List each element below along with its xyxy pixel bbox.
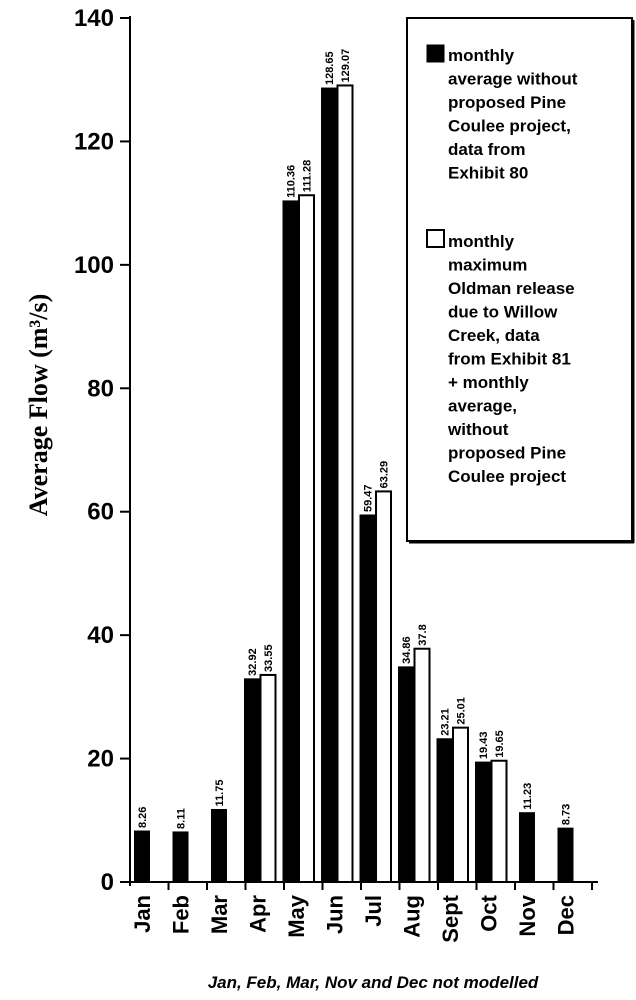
bars (134, 84, 574, 884)
data-label-series-1-Aug: 34.86 (401, 636, 413, 664)
data-label-series-1-Feb: 8.11 (176, 808, 188, 829)
x-tick-label: Sept (438, 894, 463, 942)
legend-text-line: Coulee project, (448, 117, 571, 136)
y-tick-label: 20 (87, 746, 114, 773)
data-label-series-1-May: 110.36 (286, 165, 298, 198)
bar-series-1-Nov (519, 812, 535, 883)
legend-text-line: average, (448, 397, 517, 416)
bar-series-1-Jul (359, 514, 376, 883)
x-tick-label: Jul (361, 895, 386, 927)
bar-series-1-Dec (557, 827, 574, 883)
legend-text-line: Coulee project (448, 467, 566, 486)
y-tick-label: 100 (74, 252, 114, 279)
bar-series-1-Oct (475, 761, 491, 883)
bar-series-1-Sept (436, 738, 453, 883)
x-tick-label: May (284, 894, 309, 938)
legend-box (406, 17, 633, 542)
bar-series-1-Jan (134, 830, 150, 883)
x-tick-label: Jun (323, 895, 348, 934)
legend-entry-series-1: monthly average without proposed Pine Coule… (448, 46, 578, 183)
footnote: Jan, Feb, Mar, Nov and Dec not modelled (208, 973, 539, 992)
legend-text-line: without (447, 420, 509, 439)
x-tick-label: Jan (130, 895, 155, 933)
bar-series-1-Aug (398, 666, 414, 883)
legend-text-line: proposed Pine (448, 93, 566, 112)
legend-text-line: Oldman release (448, 279, 575, 298)
bar-series-2-Sept (452, 726, 469, 884)
data-labels: 8.26 8.11 11.75 32.92 33.55 110.36 111.28 128.6… (137, 49, 573, 829)
y-axis-label: Average Flow (m³/s) (24, 294, 53, 516)
bar-series-1-May (282, 200, 299, 883)
y-tick-label: 80 (87, 375, 114, 402)
data-label-series-1-Oct: 19.43 (478, 732, 490, 760)
bar-series-1-Feb (172, 831, 189, 883)
bar-series-2-May (298, 194, 315, 884)
legend-swatch-series-1 (426, 44, 445, 63)
x-tick-label: Aug (400, 895, 425, 938)
data-label-series-1-Jun: 128.65 (324, 51, 336, 85)
data-label-series-1-Mar: 11.75 (214, 780, 226, 807)
x-tick-label: Oct (477, 894, 502, 931)
data-label-series-2-May: 111.28 (302, 160, 314, 192)
data-label-series-1-Apr: 32.92 (247, 648, 259, 676)
y-tick-label: 60 (87, 499, 114, 526)
axes: 0 20 40 60 80 100 120 140 Jan Feb Mar Apr May Jun Jul A… (74, 5, 598, 943)
legend-text-line: + monthly (448, 373, 529, 392)
y-tick-label: 0 (101, 869, 114, 896)
legend-text-line: monthly (448, 46, 515, 65)
y-tick-label: 40 (87, 622, 114, 649)
data-label-series-1-Jul: 59.47 (363, 484, 375, 512)
x-tick-label: Mar (207, 895, 232, 935)
legend-entry-series-2: monthly maximum Oldman release due to Willo… (447, 232, 575, 486)
x-tick-label: Apr (246, 895, 271, 933)
bar-series-2-Apr (259, 673, 277, 883)
legend: monthly average without proposed Pine Coule… (406, 17, 635, 544)
bar-series-2-Jul (375, 490, 392, 883)
legend-text-line: Creek, data (448, 326, 540, 345)
legend-text-line: maximum (448, 256, 527, 275)
bar-series-2-Aug (413, 647, 431, 883)
data-label-series-2-Aug: 37.8 (417, 624, 429, 645)
bar-series-2-Oct (490, 759, 508, 884)
y-tick-label: 140 (74, 5, 114, 32)
legend-swatch-series-2 (426, 229, 445, 248)
y-tick-label: 120 (74, 128, 114, 155)
data-label-series-1-Jan: 8.26 (137, 807, 149, 828)
legend-text-line: Exhibit 80 (448, 164, 528, 183)
bar-series-2-Jun (336, 84, 354, 883)
x-tick-label: Dec (554, 895, 579, 935)
legend-text-line: data from (448, 140, 525, 159)
data-label-series-2-Jun: 129.07 (340, 49, 352, 83)
data-label-series-1-Nov: 11.23 (522, 783, 534, 810)
legend-text-line: monthly (448, 232, 515, 251)
bar-series-1-Mar (211, 808, 227, 883)
legend-text-line: due to Willow (448, 303, 558, 322)
data-label-series-1-Sept: 23.21 (440, 708, 452, 736)
legend-text-line: proposed Pine (448, 444, 566, 463)
x-tick-label: Feb (169, 895, 194, 934)
data-label-series-1-Dec: 8.73 (561, 804, 573, 825)
data-label-series-2-Oct: 19.65 (494, 730, 506, 758)
legend-text-line: average without (448, 70, 578, 89)
data-label-series-2-Jul: 63.29 (379, 461, 391, 489)
data-label-series-2-Apr: 33.55 (263, 644, 275, 672)
legend-text-line: from Exhibit 81 (448, 350, 571, 369)
bar-series-1-Apr (244, 678, 260, 883)
x-tick-label: Nov (515, 894, 540, 936)
data-label-series-2-Sept: 25.01 (456, 697, 468, 725)
bar-series-1-Jun (321, 87, 337, 883)
